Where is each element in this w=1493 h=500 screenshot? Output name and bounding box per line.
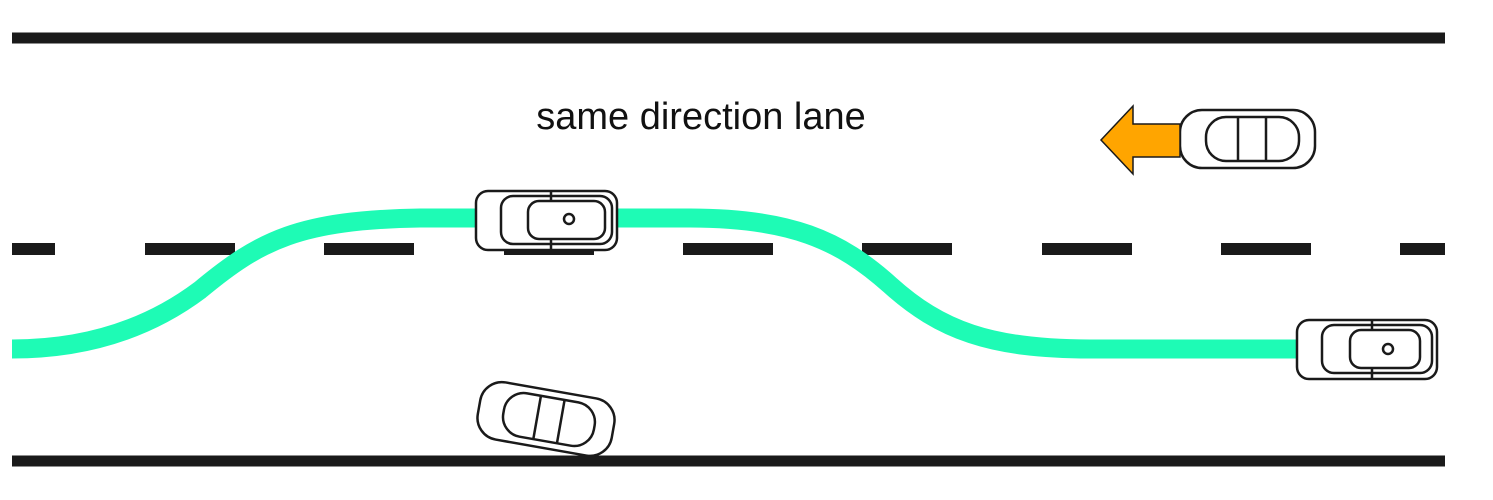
overtaking-vehicle-mid xyxy=(474,189,619,252)
overtaking-vehicle-start xyxy=(1295,318,1439,381)
overtaking-path xyxy=(11,208,1300,359)
car-outline-motion xyxy=(526,199,607,241)
car-icon xyxy=(476,380,616,458)
car-cabin xyxy=(501,391,597,448)
left-arrow-icon xyxy=(1099,104,1181,176)
car-outline-motion xyxy=(1320,323,1434,375)
slow-vehicle xyxy=(476,380,616,458)
car-window-line xyxy=(532,395,543,440)
lane-label: same direction lane xyxy=(536,96,866,138)
oncoming-vehicle xyxy=(1178,108,1317,170)
driver-marker-icon xyxy=(562,212,576,226)
driver-marker-icon xyxy=(1381,342,1395,356)
lane-dash xyxy=(1221,243,1311,255)
car-icon xyxy=(474,189,619,252)
lane-dash xyxy=(683,243,773,255)
lane-dash xyxy=(862,243,952,255)
lane-dash xyxy=(145,243,235,255)
car-icon xyxy=(1178,108,1317,170)
lane-dash xyxy=(324,243,414,255)
center-lane-divider xyxy=(12,243,1445,255)
car-window-line xyxy=(555,399,566,444)
car-outline-motion xyxy=(1348,328,1422,370)
car-outline-motion xyxy=(499,194,614,246)
car-icon xyxy=(1295,318,1439,381)
car-cabin xyxy=(1204,115,1301,163)
lane-dash xyxy=(1400,243,1445,255)
lane-dash xyxy=(1042,243,1132,255)
lane-dash xyxy=(12,243,55,255)
